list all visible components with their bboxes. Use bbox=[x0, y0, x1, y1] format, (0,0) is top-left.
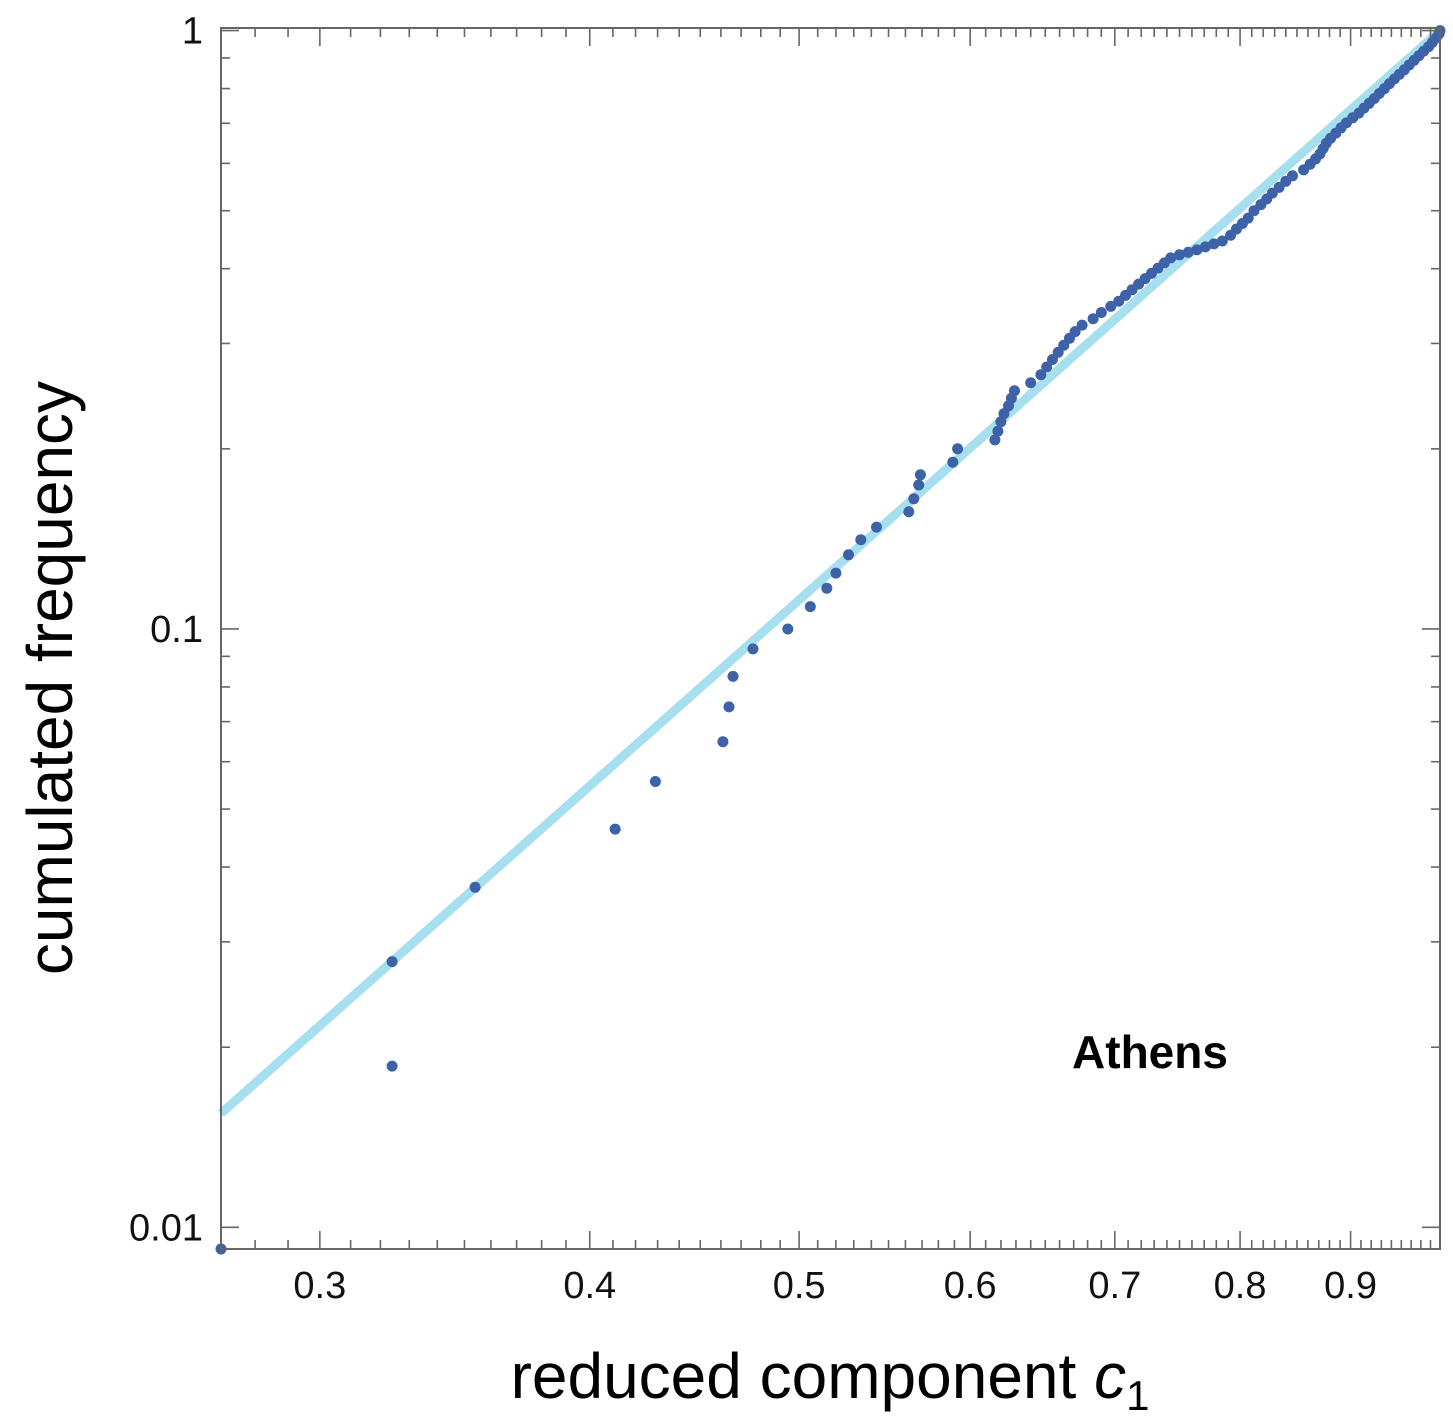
data-point bbox=[1242, 212, 1254, 224]
data-point bbox=[903, 506, 915, 518]
data-point bbox=[1182, 246, 1194, 258]
data-point bbox=[1087, 313, 1099, 325]
data-point bbox=[1105, 300, 1117, 312]
data-point bbox=[1174, 249, 1185, 261]
x-tick-label: 0.7 bbox=[1088, 1265, 1141, 1307]
data-point bbox=[830, 567, 842, 579]
data-point bbox=[947, 456, 959, 468]
data-point bbox=[804, 601, 816, 613]
y-axis-title: cumulated frequency bbox=[14, 381, 86, 975]
data-point bbox=[952, 443, 964, 455]
data-point bbox=[821, 582, 833, 594]
data-point bbox=[1208, 238, 1220, 250]
data-point bbox=[1069, 326, 1081, 338]
x-axis-title-sub: 1 bbox=[1126, 1372, 1149, 1418]
x-tick-label: 0.8 bbox=[1214, 1265, 1267, 1307]
y-tick-label: 1 bbox=[182, 11, 203, 53]
x-tick-label: 0.3 bbox=[293, 1265, 346, 1307]
data-point bbox=[989, 434, 1001, 446]
data-point bbox=[843, 549, 854, 561]
data-point bbox=[717, 736, 729, 748]
data-point bbox=[747, 643, 759, 655]
data-point bbox=[1025, 377, 1037, 389]
data-point bbox=[1191, 244, 1203, 256]
data-point bbox=[386, 1060, 398, 1072]
data-point bbox=[1041, 361, 1053, 373]
data-points-layer bbox=[215, 25, 1446, 1255]
ticks-layer bbox=[220, 28, 1441, 1249]
data-point bbox=[469, 881, 481, 893]
data-point bbox=[871, 521, 882, 533]
plot-frame bbox=[220, 27, 1441, 1250]
x-tick-label: 0.6 bbox=[944, 1265, 997, 1307]
plot-frame-layer bbox=[220, 27, 1441, 1250]
data-point bbox=[913, 479, 925, 491]
data-point bbox=[386, 956, 398, 968]
data-point bbox=[1287, 170, 1298, 182]
x-tick-label: 0.9 bbox=[1324, 1265, 1377, 1307]
data-point bbox=[782, 623, 794, 635]
x-axis-title: reduced component c1 bbox=[511, 1340, 1150, 1418]
data-point bbox=[914, 469, 926, 481]
data-point bbox=[609, 823, 621, 835]
data-point bbox=[855, 534, 867, 546]
data-point bbox=[1095, 307, 1107, 318]
data-point bbox=[1035, 369, 1047, 381]
x-tick-label: 0.4 bbox=[563, 1265, 616, 1307]
tick-labels-layer: 0.3 0.4 0.5 0.6 0.7 0.8 0.9 0.01 0.1 1 bbox=[129, 11, 1377, 1307]
data-point bbox=[1009, 385, 1020, 397]
annotation-label: Athens bbox=[1072, 1026, 1228, 1078]
data-point bbox=[992, 425, 1004, 437]
y-tick-label: 0.01 bbox=[129, 1207, 203, 1249]
data-point bbox=[727, 670, 739, 682]
data-point bbox=[1199, 241, 1211, 253]
fit-line bbox=[218, 27, 1443, 1117]
data-point bbox=[908, 493, 920, 505]
data-point bbox=[649, 776, 661, 787]
x-tick-label: 0.5 bbox=[773, 1265, 826, 1307]
x-axis-title-var: c bbox=[1094, 1340, 1126, 1412]
data-point bbox=[1076, 319, 1088, 331]
data-point bbox=[723, 701, 735, 713]
fit-line-layer bbox=[218, 27, 1443, 1117]
data-point bbox=[1165, 252, 1177, 264]
data-point bbox=[1216, 235, 1228, 247]
y-tick-label: 0.1 bbox=[150, 609, 203, 651]
x-axis-title-main: reduced component bbox=[511, 1340, 1095, 1412]
